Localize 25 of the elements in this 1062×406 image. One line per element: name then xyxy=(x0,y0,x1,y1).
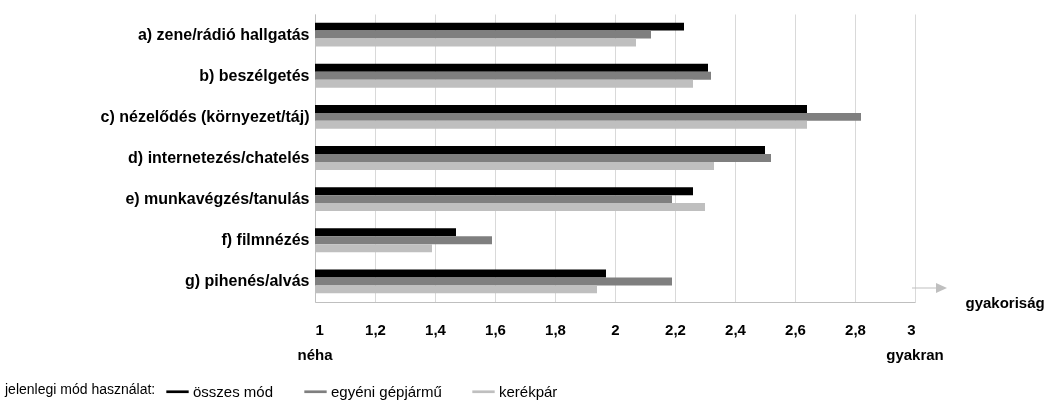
legend-label: kerékpár xyxy=(499,382,558,400)
text: néha xyxy=(297,346,334,363)
x-axis-title: gyakoriság xyxy=(965,293,1045,311)
x-tick-label: 1 xyxy=(315,320,324,338)
y-tick-label: a) zene/rádió hallgatás xyxy=(137,25,310,43)
text: gyakran xyxy=(886,346,944,363)
x-tick-label: 1,2 xyxy=(365,320,386,338)
x-tick-label: 2,6 xyxy=(785,320,806,338)
y-tick-label: e) munkavégzés/tanulás xyxy=(125,190,310,208)
y-tick-label: f) filmnézés xyxy=(221,231,310,249)
x-tick-label: 2,4 xyxy=(725,320,747,338)
y-tick-label: d) internetezés/chatelés xyxy=(128,149,310,166)
y-tick-label: g) pihenés/alvás xyxy=(185,272,310,290)
x-tick-label: 1,8 xyxy=(545,320,566,338)
y-tick-label: c) nézelődés (környezet/táj) xyxy=(100,107,310,125)
y-tick-label: b) beszélgetés xyxy=(199,66,310,84)
legend-title: jelenlegi mód használat: xyxy=(4,381,156,397)
legend-label: egyéni gépjármű xyxy=(331,382,442,400)
legend-label: összes mód xyxy=(193,382,274,400)
x-tick-label: 2 xyxy=(611,320,620,338)
x-tick-label: 1,6 xyxy=(485,320,506,338)
x-tick-label: 2,2 xyxy=(665,320,686,338)
x-tick-label: 2,8 xyxy=(845,320,866,338)
x-tick-label: 3 xyxy=(907,320,916,338)
x-tick-label: 1,4 xyxy=(425,320,447,338)
